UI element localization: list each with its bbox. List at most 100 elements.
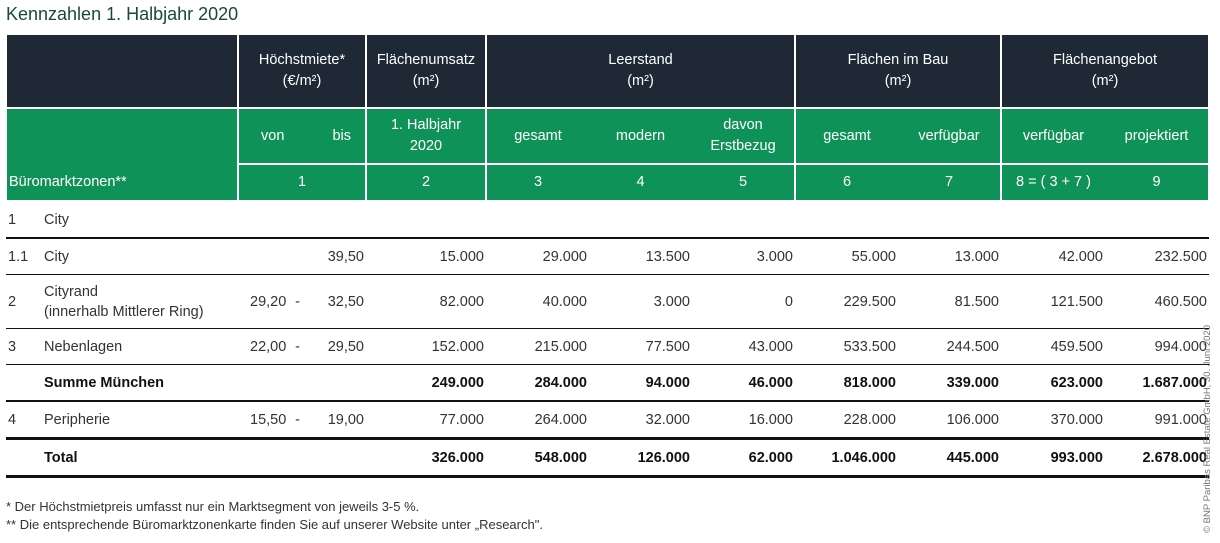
row-name: City [42,238,238,275]
value-cell [1001,201,1105,239]
value-cell [692,201,795,239]
footnote-2: ** Die entsprechende Büromarktzonenkarte… [6,517,543,532]
rent-from: 29,20- [238,274,302,329]
rent-range-dash: - [295,293,300,310]
value-cell: 126.000 [589,437,692,478]
header-erstbezug: davon Erstbezug [692,107,796,165]
value-cell: 994.000 [1105,328,1209,365]
header-column-number: 5 [692,163,796,202]
row-number [6,437,42,478]
rent-to: 32,50 [302,274,366,329]
row-number [6,364,42,402]
value-cell: 991.000 [1105,401,1209,439]
header-column-number: 4 [589,163,692,202]
rent-to: 29,50 [302,328,366,365]
rent-from-wrap: 22,00- [240,339,300,355]
kennzahlen-table: Höchstmiete* (€/m²) Flächenumsatz (m²) Lee… [5,33,1210,478]
rent-to: 19,00 [302,401,366,439]
value-cell: 29.000 [486,238,589,275]
header-flaechenumsatz: Flächenumsatz (m²) [365,33,487,109]
table-row: 2 Cityrand (innerhalb Mittlerer Ring) 29,20… [6,274,1209,329]
rent-from [238,201,302,239]
header-column-number: 6 [794,163,898,202]
row-name: Cityrand (innerhalb Mittlerer Ring) [42,274,238,329]
value-cell: 460.500 [1105,274,1209,329]
value-cell: 249.000 [366,364,486,402]
header-angebot-projektiert: projektiert [1105,107,1210,165]
value-cell [366,201,486,239]
rent-from: 15,50- [238,401,302,439]
value-cell [1105,201,1209,239]
value-cell: 77.500 [589,328,692,365]
header-column-number: 9 [1105,163,1210,202]
rent-from [238,364,302,402]
value-cell [589,201,692,239]
value-cell: 339.000 [898,364,1001,402]
rent-from [238,238,302,275]
rent-to: 39,50 [302,238,366,275]
header-empty [5,33,239,109]
value-cell: 94.000 [589,364,692,402]
value-cell: 623.000 [1001,364,1105,402]
value-cell: 215.000 [486,328,589,365]
value-cell: 40.000 [486,274,589,329]
value-cell: 3.000 [589,274,692,329]
value-cell: 244.500 [898,328,1001,365]
rent-from-wrap: 29,20- [240,292,300,312]
table-row: 4 Peripherie 15,50-19,00 77.000 264.000 32.00… [6,401,1209,439]
value-cell: 264.000 [486,401,589,439]
value-cell: 1.687.000 [1105,364,1209,402]
value-cell: 16.000 [692,401,795,439]
value-cell: 445.000 [898,437,1001,478]
value-cell: 370.000 [1001,401,1105,439]
header-column-number: 1 [237,163,367,202]
rent-from-value: 15,50 [250,411,287,428]
table-row: 3 Nebenlagen 22,00-29,50 152.000 215.000 77.5… [6,328,1209,365]
header-leerstand-modern: modern [589,107,692,165]
value-cell: 77.000 [366,401,486,439]
value-cell: 284.000 [486,364,589,402]
rent-from-value: 29,20 [250,293,287,310]
page-title: Kennzahlen 1. Halbjahr 2020 [6,4,239,24]
value-cell: 106.000 [898,401,1001,439]
header-column-number: 3 [485,163,589,202]
value-cell: 152.000 [366,328,486,365]
header-column-number: 8 = ( 3 + 7 ) [1000,163,1105,202]
value-cell: 993.000 [1001,437,1105,478]
value-cell: 121.500 [1001,274,1105,329]
rent-from-wrap: 15,50- [240,412,300,428]
value-cell: 43.000 [692,328,795,365]
value-cell: 46.000 [692,364,795,402]
row-name: Summe München [42,364,238,402]
value-cell: 13.500 [589,238,692,275]
rent-range-dash: - [295,338,300,355]
rent-from: 22,00- [238,328,302,365]
copyright-note: © BNP Paribas Real Estate GmbH, 30. Juni… [1202,324,1213,533]
value-cell: 326.000 [366,437,486,478]
row-number: 2 [6,274,42,329]
table-row: 1 City [6,201,1209,239]
row-name-line: (innerhalb Mittlerer Ring) [44,303,204,320]
value-cell: 82.000 [366,274,486,329]
header-flaechen-im-bau: Flächen im Bau (m²) [794,33,1002,109]
value-cell: 81.500 [898,274,1001,329]
header-flaechenangebot: Flächenangebot (m²) [1000,33,1210,109]
row-number: 1 [6,201,42,239]
value-cell: 0 [692,274,795,329]
row-number: 3 [6,328,42,365]
table-row: Total 326.000 548.000 126.000 62.000 1.046.00… [6,437,1209,478]
header-von: von [237,107,302,165]
value-cell [795,201,898,239]
footnote-1: * Der Höchstmietpreis umfasst nur ein Ma… [6,499,420,514]
table-row: Summe München 249.000 284.000 94.000 46.000 8… [6,364,1209,402]
value-cell: 533.500 [795,328,898,365]
value-cell: 232.500 [1105,238,1209,275]
rent-to [302,364,366,402]
header-halbjahr: 1. Halbjahr 2020 [365,107,487,165]
rent-from-value: 22,00 [250,338,287,355]
value-cell: 42.000 [1001,238,1105,275]
row-name: Nebenlagen [42,328,238,365]
value-cell: 55.000 [795,238,898,275]
value-cell: 3.000 [692,238,795,275]
header-column-number: 7 [898,163,1002,202]
